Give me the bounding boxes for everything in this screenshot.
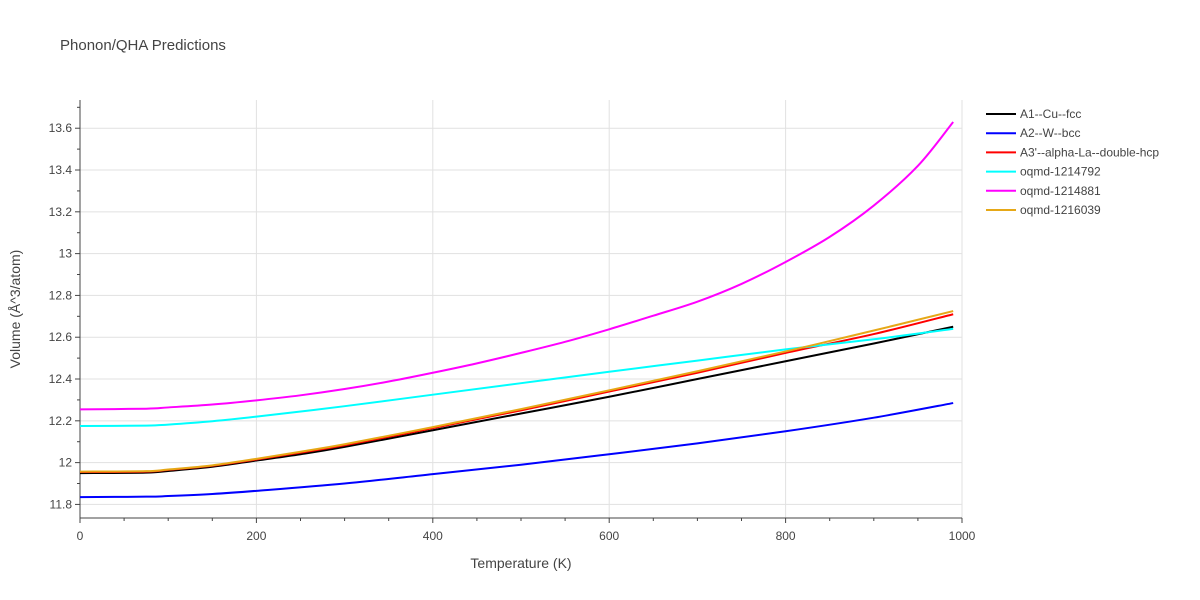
legend-label: A1--Cu--fcc: [1020, 107, 1081, 121]
axes: 0 200 400 600 800 1000 11.8 12 12.2 12.4 12.6 12.8 1…: [49, 100, 976, 543]
legend-item[interactable]: A2--W--bcc: [986, 126, 1080, 140]
series-line-5[interactable]: [79, 121, 954, 411]
y-axis-title: Volume (Å^3/atom): [7, 250, 23, 369]
series-lines: [79, 121, 954, 499]
y-tick-label: 13.2: [49, 205, 73, 219]
legend-item[interactable]: oqmd-1216039: [986, 203, 1101, 217]
series-line-3[interactable]: [79, 313, 954, 474]
y-tick-label: 12.8: [49, 288, 73, 302]
series-line-6[interactable]: [79, 310, 954, 473]
legend-label: oqmd-1216039: [1020, 203, 1101, 217]
x-tick-label: 600: [599, 529, 619, 543]
chart-title: Phonon/QHA Predictions: [60, 37, 226, 54]
x-tick-label: 800: [776, 529, 796, 543]
series-line-1[interactable]: [79, 325, 954, 475]
legend: A1--Cu--fcc A2--W--bcc A3'--alpha-La--doub…: [986, 107, 1159, 217]
legend-label: oqmd-1214792: [1020, 165, 1101, 179]
legend-label: oqmd-1214881: [1020, 184, 1101, 198]
series-line-2[interactable]: [79, 402, 954, 499]
legend-label: A2--W--bcc: [1020, 126, 1080, 140]
y-tick-label: 12.4: [49, 372, 73, 386]
x-tick-label: 0: [77, 529, 84, 543]
x-axis-title: Temperature (K): [470, 555, 571, 571]
y-tick-label: 13.6: [49, 121, 73, 135]
y-tick-label: 12.2: [49, 414, 73, 428]
y-tick-label: 12.6: [49, 330, 73, 344]
series-line-4[interactable]: [79, 327, 954, 428]
x-tick-label: 1000: [949, 529, 976, 543]
y-tick-label: 13.4: [49, 163, 73, 177]
legend-label: A3'--alpha-La--double-hcp: [1020, 145, 1159, 159]
x-tick-label: 200: [246, 529, 266, 543]
legend-item[interactable]: oqmd-1214881: [986, 184, 1101, 198]
y-tick-label: 11.8: [50, 497, 73, 511]
grid: [80, 100, 963, 518]
legend-item[interactable]: oqmd-1214792: [986, 165, 1101, 179]
legend-item[interactable]: A3'--alpha-La--double-hcp: [986, 145, 1159, 159]
y-tick-label: 12: [59, 456, 73, 470]
y-tick-label: 13: [59, 247, 73, 261]
legend-item[interactable]: A1--Cu--fcc: [986, 107, 1081, 121]
x-tick-label: 400: [423, 529, 443, 543]
